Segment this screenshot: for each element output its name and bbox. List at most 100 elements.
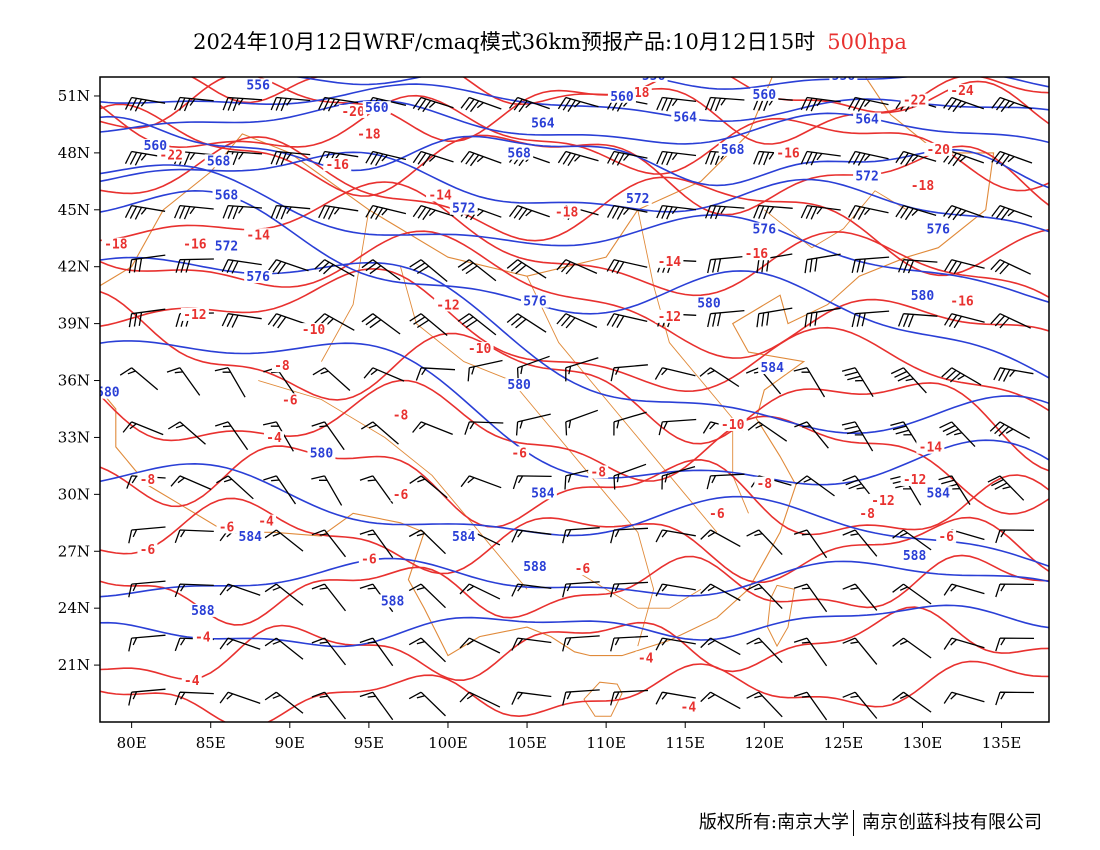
contour-label-bg [137, 472, 158, 486]
contour-label-bg [853, 169, 882, 183]
pressure-level: 500hpa [827, 30, 907, 54]
contour-label-bg [694, 296, 723, 310]
wind-barb [890, 421, 923, 451]
contour-label-bg [358, 552, 379, 566]
wind-barb [128, 254, 166, 274]
temperature-contour-label: -20 [341, 105, 365, 120]
contour-label-bg [520, 560, 549, 574]
temperature-contour-label: -4 [266, 431, 282, 446]
wind-barb [222, 204, 263, 220]
wind-barb [412, 96, 454, 113]
temperature-contour-label: -22 [159, 149, 182, 164]
wind-barb [128, 580, 166, 598]
wind-barb [219, 583, 261, 596]
contour-label-bg [829, 77, 858, 82]
height-contour-line [100, 115, 1049, 189]
temperature-contour-label: -4 [184, 674, 200, 689]
temperature-contour-label: -10 [468, 342, 492, 357]
wind-barb [987, 475, 1025, 501]
wind-barb [610, 689, 649, 706]
contour-label-bg [900, 548, 929, 562]
temperature-contour-label: -12 [436, 298, 459, 313]
wind-barb [989, 421, 1031, 439]
contour-label-bg [339, 104, 368, 118]
temperature-contour-label: -10 [302, 323, 326, 338]
temperature-contour-label: -14 [658, 255, 682, 270]
temperature-contour-label: -8 [590, 465, 606, 480]
wind-barb [467, 359, 503, 382]
wind-barb [842, 583, 878, 611]
temperature-contour-label: -16 [326, 158, 350, 173]
contour-label-bg [180, 237, 209, 251]
temperature-contour-line [100, 379, 1049, 515]
wind-barb [311, 583, 347, 612]
contour-label-bg [678, 700, 699, 714]
height-contour-label: 556 [246, 78, 270, 93]
height-contour-label: 560 [144, 139, 168, 154]
footer-divider [853, 810, 854, 836]
wind-barb [756, 253, 793, 274]
wind-barb [409, 259, 448, 282]
lon-label: 80E [117, 734, 147, 752]
wind-barb [311, 421, 345, 451]
temperature-contour-label: -6 [938, 530, 954, 545]
contour-label-bg [908, 178, 937, 192]
latitude-axis: 51N 48N 45N 42N 39N 36N 33N 30N 27N 24N 21N [58, 87, 100, 674]
title-text: 2024年10月12日WRF/cmaq模式36km预报产品:10月12日15时 [193, 30, 816, 54]
contour-label-bg [307, 446, 336, 460]
wind-barb [658, 418, 697, 436]
wind-barb [311, 475, 343, 506]
height-contour-label: 588 [191, 604, 215, 619]
wind-barb [124, 150, 166, 166]
contour-label-bg [948, 294, 977, 308]
wind-barb [995, 529, 1035, 544]
wind-barb [851, 256, 890, 274]
wind-barb [119, 367, 159, 391]
wind-barb [359, 475, 394, 504]
contour-label-bg [271, 359, 292, 373]
lon-label: 85E [196, 734, 226, 752]
wind-barb [506, 313, 547, 333]
wind-barb [851, 310, 890, 328]
contour-label-bg [718, 417, 747, 431]
wind-barb [263, 475, 297, 505]
height-contour-label: 580 [911, 289, 935, 304]
contour-label-bg [188, 603, 217, 617]
wind-barb [314, 259, 355, 277]
contour-label-bg [742, 247, 771, 261]
wind-barb [214, 367, 246, 398]
wind-barb [508, 96, 550, 113]
wind-barb [610, 581, 649, 598]
wind-barb [656, 96, 697, 112]
lat-label: 36N [58, 372, 90, 390]
wind-barb [408, 691, 446, 717]
temperature-contour-line [190, 77, 1049, 114]
wind-barb [842, 475, 877, 504]
height-contour-line [100, 604, 1049, 648]
temperature-contour-label: -22 [903, 94, 926, 109]
wind-barb [753, 204, 793, 220]
wind-barb [707, 255, 745, 274]
contour-label-bg [572, 562, 593, 576]
wind-barb [804, 253, 841, 274]
wind-barb [848, 150, 889, 166]
temperature-contour-line [100, 497, 1049, 584]
temperature-contour-label: -12 [183, 308, 206, 323]
wind-barb [359, 637, 394, 667]
wind-barb [264, 529, 304, 552]
wind-barb [415, 367, 456, 381]
wind-barb [656, 204, 697, 220]
wind-barb [464, 421, 504, 435]
wind-barb [219, 691, 261, 705]
wind-barb [128, 308, 166, 328]
contour-label-bg [141, 139, 170, 153]
contour-label-bg [244, 269, 273, 283]
temperature-contour-line [100, 77, 1049, 145]
wind-barb [221, 259, 262, 274]
wind-barb [556, 313, 598, 329]
wind-barb [990, 259, 1031, 275]
height-contour-label: 580 [96, 386, 120, 401]
wind-barb [606, 313, 648, 329]
contour-label-bg [758, 361, 787, 375]
temperature-contour-line [100, 268, 1049, 412]
